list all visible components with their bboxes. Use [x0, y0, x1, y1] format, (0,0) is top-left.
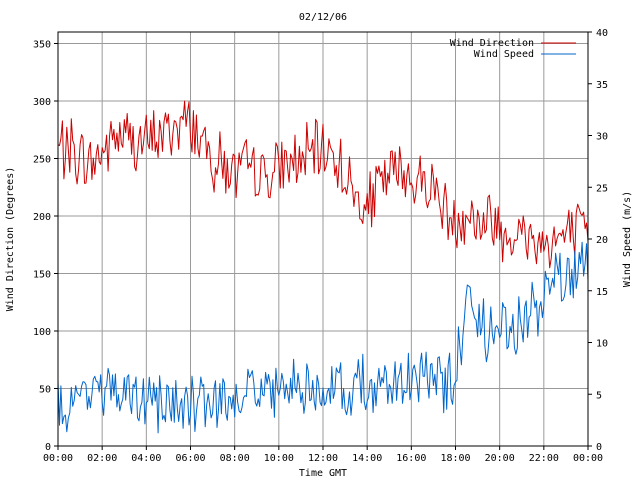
chart-title: 02/12/06 [299, 12, 347, 23]
y-tick-label-right: 35 [596, 80, 608, 91]
y-tick-label-left: 200 [33, 212, 51, 223]
y-axis-label-right: Wind Speed (m/s) [622, 191, 633, 287]
y-tick-label-left: 0 [45, 442, 51, 453]
y-tick-label-left: 300 [33, 97, 51, 108]
axis-ticks: 00:00 02:00 04:00 06:00 08:00 10:00 12:00 14:00… [33, 28, 608, 464]
x-tick-label: 02:00 [87, 453, 117, 464]
legend-label-wind-direction: Wind Direction [450, 38, 534, 49]
y-tick-label-left: 50 [39, 385, 51, 396]
y-tick-label-right: 25 [596, 183, 608, 194]
x-tick-label: 18:00 [440, 453, 470, 464]
y-tick-label-right: 0 [596, 442, 602, 453]
x-tick-label: 06:00 [175, 453, 205, 464]
y-tick-label-right: 5 [596, 390, 602, 401]
y-tick-label-right: 40 [596, 28, 608, 39]
x-tick-label: 08:00 [220, 453, 250, 464]
x-tick-label: 14:00 [352, 453, 382, 464]
legend: Wind Direction Wind Speed [450, 38, 576, 60]
x-tick-label: 00:00 [573, 453, 603, 464]
y-tick-label-right: 10 [596, 339, 608, 350]
x-tick-label: 00:00 [43, 453, 73, 464]
x-tick-label: 20:00 [485, 453, 515, 464]
y-tick-label-left: 250 [33, 155, 51, 166]
series-lines [57, 100, 589, 434]
series-line-wind-direction [57, 100, 589, 269]
y-tick-label-right: 20 [596, 235, 608, 246]
x-tick-label: 12:00 [308, 453, 338, 464]
y-tick-label-right: 15 [596, 287, 608, 298]
y-tick-label-right: 30 [596, 132, 608, 143]
x-tick-label: 04:00 [131, 453, 161, 464]
series-line-wind-speed [57, 241, 589, 434]
y-tick-label-left: 350 [33, 40, 51, 51]
x-axis-label: Time GMT [299, 468, 347, 479]
y-axis-label-left: Wind Direction (Degrees) [5, 167, 16, 312]
x-tick-label: 16:00 [396, 453, 426, 464]
legend-label-wind-speed: Wind Speed [474, 49, 534, 60]
y-tick-label-left: 150 [33, 270, 51, 281]
x-tick-label: 10:00 [264, 453, 294, 464]
x-tick-label: 22:00 [529, 453, 559, 464]
y-tick-label-left: 100 [33, 327, 51, 338]
